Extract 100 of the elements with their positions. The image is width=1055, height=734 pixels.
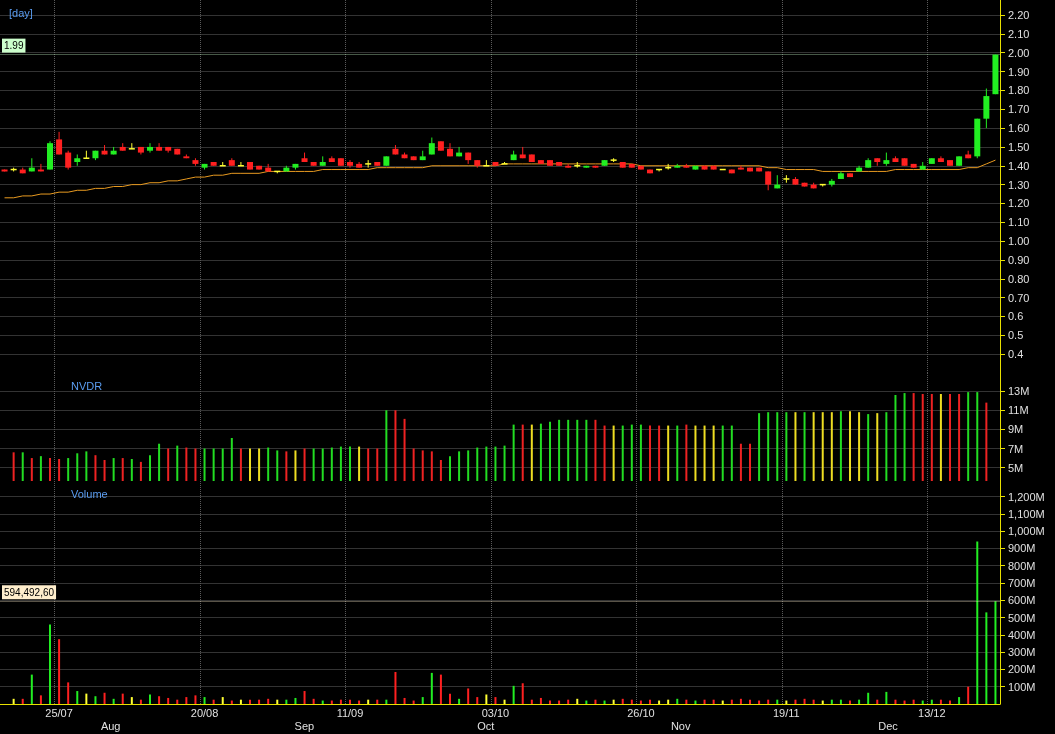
bar [867, 692, 870, 704]
bar [994, 601, 997, 704]
ref-line-label: 594,492,60 [4, 586, 55, 598]
y-tick-label: 1.70 [1008, 103, 1030, 116]
bar [512, 685, 515, 704]
text: Dec [878, 719, 899, 732]
bar [394, 672, 397, 704]
y-tick-label: 7M [1008, 442, 1024, 455]
y-tick-label: 1.60 [1008, 122, 1030, 135]
bar [39, 695, 42, 704]
y-tick-label: 800M [1008, 559, 1036, 572]
y-tick-label: 200M [1008, 663, 1036, 676]
y-tick-label: 1.40 [1008, 159, 1030, 172]
y-tick-label: 1,100M [1008, 507, 1045, 520]
y-tick-label: 0.80 [1008, 272, 1030, 285]
text: Nov [670, 719, 691, 732]
x-tick-label: 25/07 [45, 706, 73, 719]
bar [449, 693, 451, 704]
bar [476, 697, 479, 704]
y-tick-label: 0.5 [1008, 329, 1024, 342]
y-tick-label: 9M [1008, 423, 1024, 436]
bar [76, 691, 79, 704]
y-tick-label: 0.70 [1008, 291, 1030, 304]
bar [967, 686, 970, 704]
ref-line-label: 1.99 [4, 40, 24, 52]
text: NVDR [71, 379, 103, 392]
y-tick-label: 1.90 [1008, 65, 1030, 78]
line-series [4, 159, 996, 199]
bar [158, 696, 161, 704]
bar [58, 639, 61, 704]
y-tick-label: 600M [1008, 594, 1036, 607]
y-tick-label: 0.90 [1008, 253, 1030, 266]
bar [149, 694, 151, 704]
bar [539, 697, 542, 704]
x-tick-label: 26/10 [627, 706, 655, 719]
y-tick-label: 700M [1008, 576, 1036, 589]
bar [958, 697, 961, 704]
bar [112, 698, 115, 704]
y-tick-label: 900M [1008, 542, 1036, 555]
bar [467, 688, 470, 704]
bar [430, 672, 433, 704]
y-tick-label: 5M [1008, 461, 1024, 474]
bar [494, 697, 497, 704]
y-tick-label: 400M [1008, 628, 1036, 641]
y-tick-label: 300M [1008, 646, 1036, 659]
bar [30, 674, 33, 704]
bar [403, 697, 406, 704]
bar [121, 693, 124, 704]
x-tick-label: 19/11 [773, 706, 800, 719]
bar [985, 612, 988, 704]
text: Aug [100, 719, 121, 732]
y-tick-label: 1.80 [1008, 84, 1030, 97]
bar [485, 694, 488, 704]
candlestick [447, 142, 453, 157]
bar [421, 697, 424, 704]
text: Volume [71, 487, 108, 500]
y-tick-label: 500M [1008, 611, 1036, 624]
y-tick-label: 2.10 [1008, 27, 1030, 40]
candlestick [737, 165, 744, 171]
y-tick-label: 2.00 [1008, 46, 1030, 59]
bar [439, 674, 442, 704]
bar [576, 698, 579, 704]
bar [94, 696, 97, 704]
bar [739, 698, 742, 704]
bar [21, 698, 24, 704]
y-tick-label: 1.20 [1008, 197, 1030, 210]
bar [621, 698, 624, 704]
bar [194, 695, 197, 704]
bar [803, 698, 806, 704]
y-tick-label: 0.6 [1008, 310, 1024, 323]
y-tick-label: 11M [1008, 404, 1029, 417]
candlestick [765, 170, 772, 191]
x-tick-label: 20/08 [190, 706, 219, 719]
y-tick-label: 2.20 [1008, 9, 1030, 22]
bar [676, 698, 679, 704]
x-tick-label: 03/10 [481, 706, 510, 719]
bar [521, 683, 524, 704]
bar [885, 691, 888, 704]
x-tick-label: 11/09 [336, 706, 364, 719]
y-tick-label: 13M [1008, 385, 1030, 398]
bar [303, 691, 306, 704]
bar [185, 697, 188, 704]
text: Sep [294, 719, 315, 732]
bar [203, 697, 206, 704]
y-tick-label: 1,000M [1008, 525, 1045, 538]
y-tick-label: 1.30 [1008, 178, 1030, 191]
bar [167, 697, 170, 704]
candlestick [65, 150, 72, 171]
candlestick [147, 142, 153, 154]
bar [103, 692, 106, 704]
candlestick [983, 88, 990, 129]
bar [85, 693, 88, 704]
text: [day] [9, 6, 33, 19]
y-tick-label: 100M [1008, 680, 1036, 693]
y-tick-label: 1,200M [1008, 490, 1045, 503]
bar [267, 698, 270, 704]
y-tick-label: 0.4 [1008, 348, 1024, 361]
bar [312, 698, 315, 704]
candlestick [156, 142, 163, 152]
y-tick-label: 1.50 [1008, 140, 1030, 153]
